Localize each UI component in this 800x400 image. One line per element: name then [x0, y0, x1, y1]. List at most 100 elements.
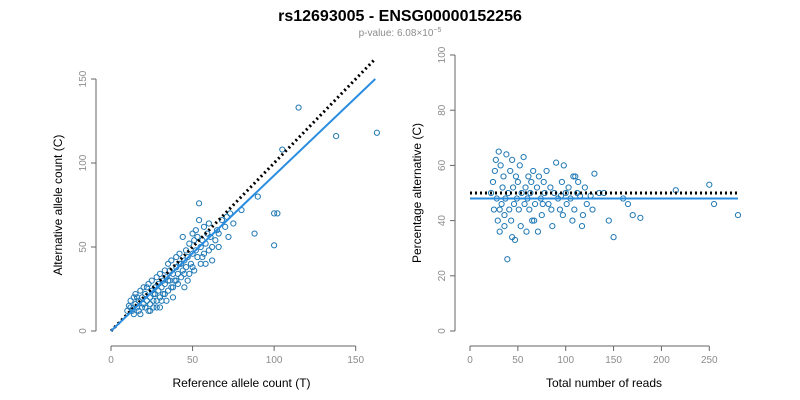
data-point	[143, 297, 150, 304]
data-point	[166, 267, 173, 274]
data-point	[512, 173, 520, 180]
data-point	[143, 284, 150, 291]
data-point	[186, 240, 193, 247]
data-point	[578, 223, 586, 230]
x-axis-title: Total number of reads	[546, 376, 662, 390]
data-point	[137, 287, 144, 294]
data-point	[706, 181, 713, 188]
data-point	[504, 256, 511, 263]
data-point	[147, 301, 154, 308]
data-point	[509, 156, 516, 163]
chart-subtitle: p-value: 6.08×10−5	[359, 27, 442, 39]
data-point	[295, 104, 302, 111]
data-point	[637, 214, 644, 221]
data-point	[161, 280, 168, 288]
x-tick-label: 150	[347, 355, 364, 366]
data-point	[559, 211, 566, 219]
data-point	[184, 277, 191, 284]
data-point	[271, 242, 278, 249]
data-point	[525, 173, 532, 180]
data-point	[571, 206, 578, 213]
data-point	[156, 304, 164, 311]
data-point	[531, 200, 539, 208]
data-point	[499, 184, 506, 191]
data-point	[543, 167, 550, 175]
data-point	[181, 257, 188, 264]
data-point	[192, 227, 199, 234]
data-point	[155, 287, 162, 294]
data-point	[173, 277, 180, 284]
data-point	[501, 211, 508, 219]
data-point	[558, 178, 565, 186]
data-point	[213, 227, 221, 234]
data-point	[142, 304, 149, 311]
data-point	[541, 189, 548, 197]
data-point	[130, 311, 137, 318]
data-point	[195, 200, 203, 207]
data-point	[526, 206, 533, 213]
data-point	[583, 200, 590, 208]
data-point	[182, 264, 190, 271]
subtitle-times-ten: ×10	[416, 28, 433, 39]
x-tick-label: 0	[467, 355, 473, 366]
data-point	[591, 170, 598, 177]
data-point	[184, 253, 191, 261]
x-tick-label: 100	[266, 355, 283, 366]
data-point	[503, 151, 510, 158]
x-tick-label: 250	[701, 355, 718, 366]
data-point	[528, 178, 535, 186]
data-point	[189, 230, 196, 237]
data-point	[205, 247, 212, 254]
data-point	[137, 311, 144, 318]
data-point	[522, 184, 529, 191]
data-point	[629, 211, 636, 219]
y-tick-label: 40	[437, 215, 448, 227]
data-point	[271, 210, 278, 217]
data-point	[514, 178, 521, 186]
left-scatter-panel: 0 50 100 150 0 50 100 150 Reference allele count…	[51, 57, 380, 390]
data-point	[500, 173, 507, 180]
data-point	[489, 178, 497, 186]
right-scatter-panel: 0 50 100 150 200 250 0 20 40 60 80 100 Total number …	[410, 46, 742, 390]
data-point	[205, 220, 212, 227]
data-point	[517, 223, 524, 230]
data-point	[540, 178, 547, 186]
data-point	[138, 304, 146, 311]
data-point	[156, 270, 164, 277]
data-point	[570, 173, 577, 180]
data-point	[530, 167, 537, 175]
x-tick-label: 50	[512, 355, 524, 366]
data-point	[127, 297, 134, 304]
x-axis-title: Reference allele count (T)	[172, 376, 310, 390]
data-point	[187, 260, 195, 267]
data-point	[178, 260, 185, 267]
y-tick-label: 60	[437, 159, 448, 171]
data-point	[510, 200, 518, 208]
data-point	[230, 220, 237, 227]
data-point	[215, 243, 222, 251]
data-point	[192, 247, 199, 254]
data-point	[169, 284, 177, 291]
data-point	[150, 304, 157, 311]
data-point	[545, 200, 552, 208]
chart-title: rs12693005 - ENSG00000152256	[278, 8, 522, 25]
data-point	[153, 274, 160, 281]
data-point	[226, 210, 234, 217]
data-point	[491, 167, 498, 175]
data-point	[575, 178, 582, 186]
data-point	[506, 206, 513, 213]
data-point	[490, 206, 498, 213]
data-point	[209, 257, 216, 264]
data-point	[516, 162, 523, 169]
data-point	[492, 156, 499, 163]
data-point	[222, 223, 229, 230]
data-point	[251, 230, 258, 237]
data-point	[518, 189, 525, 197]
data-point	[191, 237, 198, 244]
data-point	[164, 277, 172, 284]
data-point	[527, 189, 534, 197]
data-point	[507, 167, 514, 175]
data-point	[579, 211, 587, 219]
data-point	[134, 294, 141, 301]
data-point	[624, 200, 632, 208]
